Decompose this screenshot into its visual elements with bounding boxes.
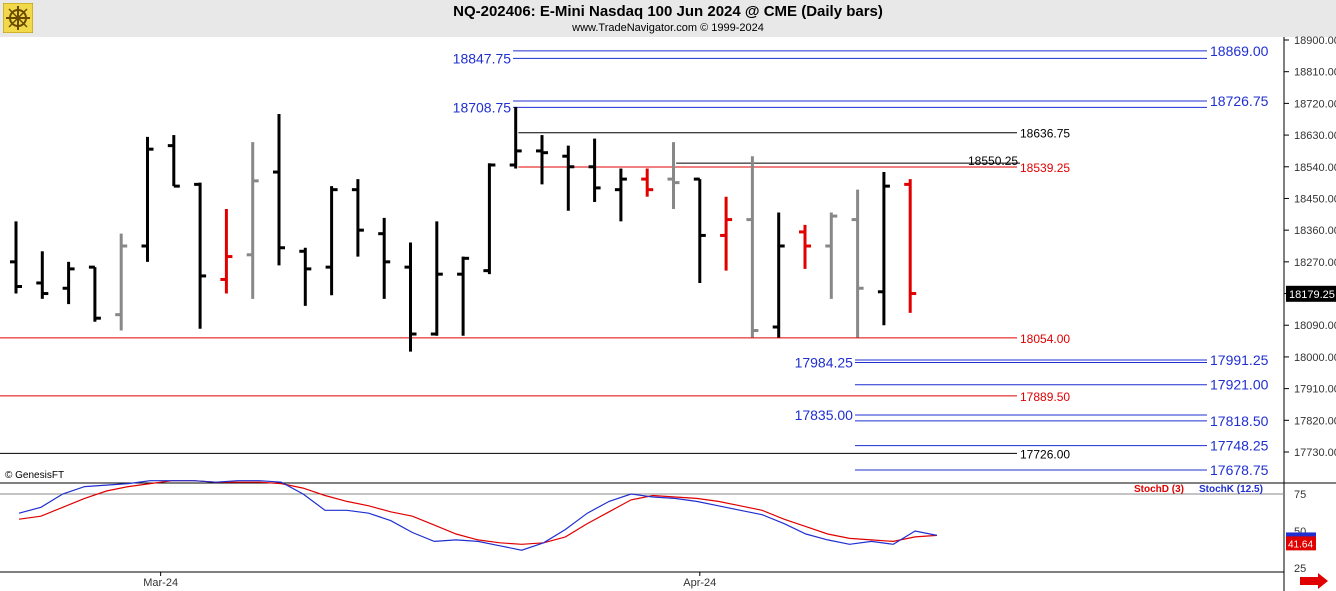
ohlc-bar[interactable] <box>246 142 259 299</box>
ohlc-bar[interactable] <box>562 145 575 211</box>
level-label: 18636.75 <box>1020 127 1070 141</box>
ohlc-bar[interactable] <box>693 177 706 283</box>
ohlc-bar[interactable] <box>772 212 785 338</box>
scroll-right-arrow-icon[interactable] <box>1300 573 1328 589</box>
ohlc-bar[interactable] <box>88 265 101 322</box>
stoch-tick-label: 75 <box>1294 489 1306 501</box>
ohlc-bar[interactable] <box>457 256 470 336</box>
ohlc-bar[interactable] <box>536 135 548 185</box>
ohlc-bar[interactable] <box>825 212 838 299</box>
level-label: 17889.50 <box>1020 390 1070 404</box>
level-label: 17835.00 <box>795 407 854 423</box>
ohlc-bar[interactable] <box>378 217 391 299</box>
price-tick-label: 17820.00 <box>1294 415 1336 427</box>
ohlc-bar[interactable] <box>851 189 864 338</box>
level-label: 17748.25 <box>1210 438 1269 454</box>
price-tick-label: 18810.00 <box>1294 67 1336 79</box>
ohlc-bar[interactable] <box>614 168 627 222</box>
price-tick-label: 18450.00 <box>1294 193 1336 205</box>
ohlc-bar[interactable] <box>746 156 759 338</box>
ohlc-bar[interactable] <box>351 179 364 257</box>
genesis-copyright: © GenesisFT <box>5 470 64 481</box>
ohlc-bar[interactable] <box>194 182 207 329</box>
ohlc-bar[interactable] <box>167 135 180 188</box>
ship-wheel-logo <box>3 3 33 33</box>
price-tick-label: 18720.00 <box>1294 98 1336 110</box>
chart-subtitle: www.TradeNavigator.com © 1999-2024 <box>572 22 764 34</box>
ohlc-bar[interactable] <box>10 221 22 294</box>
level-label: 18726.75 <box>1210 93 1269 109</box>
level-label: 17984.25 <box>795 354 854 370</box>
ohlc-bar[interactable] <box>62 261 75 305</box>
price-tick-label: 18270.00 <box>1294 257 1336 269</box>
level-label: 18054.00 <box>1020 332 1070 346</box>
price-tick-label: 18630.00 <box>1294 130 1336 142</box>
price-tick-label: 18540.00 <box>1294 162 1336 174</box>
current-price-label: 18179.25 <box>1289 289 1335 301</box>
level-label: 18550.25 <box>968 154 1018 168</box>
time-tick-label: Mar-24 <box>143 577 178 589</box>
level-label: 18539.25 <box>1020 161 1070 175</box>
chart-title: NQ-202406: E-Mini Nasdaq 100 Jun 2024 @ … <box>453 3 883 20</box>
level-label: 17678.75 <box>1210 462 1269 478</box>
stochk-legend: StochK (12.5) <box>1199 484 1263 495</box>
stochd-line <box>18 480 938 545</box>
stochd-legend: StochD (3) <box>1134 484 1184 495</box>
ohlc-bar[interactable] <box>430 221 443 336</box>
ohlc-bar[interactable] <box>667 142 680 210</box>
price-tick-label: 18360.00 <box>1294 225 1336 237</box>
ohlc-bar[interactable] <box>36 251 49 299</box>
ohlc-bar[interactable] <box>641 168 654 197</box>
time-tick-label: Apr-24 <box>683 577 716 589</box>
price-tick-label: 17910.00 <box>1294 384 1336 396</box>
ohlc-bar[interactable] <box>141 136 154 262</box>
level-label: 17818.50 <box>1210 413 1269 429</box>
ohlc-bar[interactable] <box>588 138 601 202</box>
ohlc-bar[interactable] <box>720 196 733 271</box>
stochk-line <box>18 480 938 551</box>
price-tick-label: 18090.00 <box>1294 320 1336 332</box>
title-bar <box>0 0 1336 37</box>
ohlc-bar[interactable] <box>220 209 233 294</box>
current-stochd-box <box>1286 536 1316 551</box>
current-stochk-box <box>1286 532 1316 539</box>
ohlc-bar[interactable] <box>904 179 917 313</box>
current-stochd-label: 41.64 <box>1288 539 1313 550</box>
price-tick-label: 18000.00 <box>1294 352 1336 364</box>
price-tick-label: 18900.00 <box>1294 35 1336 47</box>
level-label: 18847.75 <box>453 50 512 66</box>
ohlc-bar[interactable] <box>509 106 522 169</box>
level-label: 17921.00 <box>1210 377 1269 393</box>
level-label: 17726.00 <box>1020 447 1070 461</box>
ohlc-bar[interactable] <box>799 224 811 269</box>
ohlc-bar[interactable] <box>404 242 417 352</box>
level-label: 17991.25 <box>1210 352 1269 368</box>
level-label: 18869.00 <box>1210 43 1269 59</box>
level-label: 18708.75 <box>453 99 512 115</box>
price-tick-label: 17730.00 <box>1294 447 1336 459</box>
ohlc-bar[interactable] <box>877 172 890 326</box>
ohlc-bar[interactable] <box>325 186 338 296</box>
ohlc-bar[interactable] <box>483 163 496 275</box>
stoch-tick-label: 25 <box>1294 563 1306 575</box>
ohlc-bar[interactable] <box>273 113 285 266</box>
ohlc-bar[interactable] <box>299 247 312 306</box>
current-price-box <box>1286 285 1336 302</box>
ohlc-bar[interactable] <box>115 233 128 331</box>
